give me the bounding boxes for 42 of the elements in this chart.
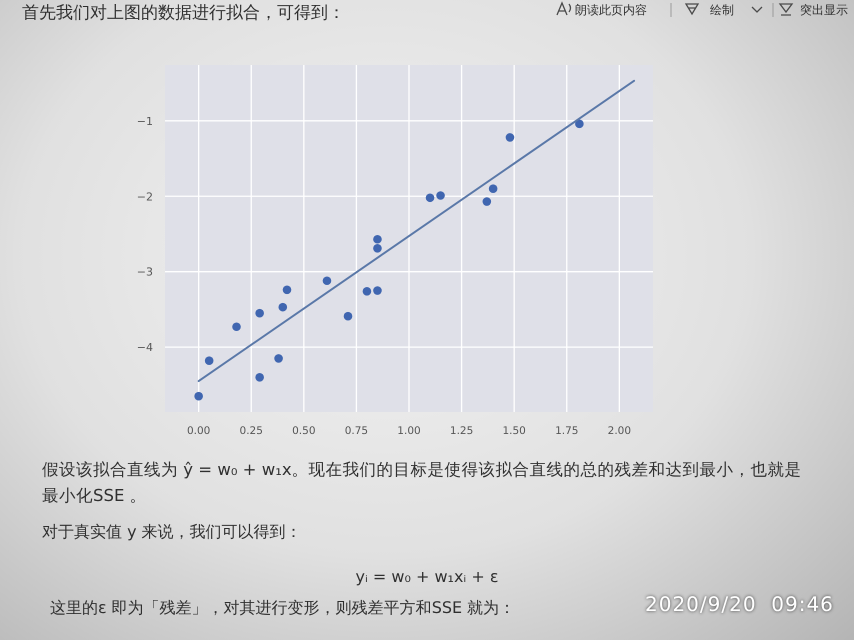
point: [274, 354, 283, 363]
x-tick-label: 0.25: [240, 425, 263, 437]
point: [282, 285, 292, 294]
point: [373, 244, 382, 253]
point: [344, 312, 352, 320]
x-tick-label: 0.75: [344, 425, 368, 437]
text: 朗读此页内容: [575, 2, 647, 19]
point: [373, 286, 382, 295]
text: 首先我们对上图的数据进行拟合，可得到：: [22, 2, 345, 24]
text: yᵢ = w₀ + w₁xᵢ + ε: [355, 566, 499, 588]
y-tick-label: −1: [136, 114, 153, 128]
x-tick-label: 0.50: [292, 425, 316, 437]
point: [232, 322, 241, 332]
x-tick-label: 1.00: [397, 425, 421, 437]
point: [488, 184, 498, 194]
x-tick-label: 1.25: [450, 425, 474, 437]
point: [278, 302, 288, 312]
text: 这里的ε 即为「残差」，对其进行变形，则残差平方和SSE 就为：: [50, 597, 516, 619]
point: [204, 356, 214, 366]
point: [255, 308, 264, 318]
x-tick-label: 1.50: [502, 425, 526, 437]
y-tick-label: −2: [136, 190, 153, 204]
text: 假设该拟合直线为 ŷ = w₀ + w₁x。现在我们的目标是使得该拟合直线的总的残差和达到最小，也就是最小化SSE 。: [42, 459, 803, 507]
text: 2020/9/20 09:46: [645, 592, 834, 616]
text: 突出显示: [800, 2, 848, 19]
point: [322, 276, 332, 286]
point: [436, 191, 445, 200]
point: [362, 287, 372, 296]
point: [194, 392, 203, 400]
point: [373, 234, 382, 244]
text: 对于真实值 y 来说，我们可以得到：: [42, 521, 302, 543]
point: [482, 197, 492, 206]
point: [255, 373, 264, 382]
y-tick-label: −4: [136, 341, 153, 354]
x-tick-label: 0.00: [186, 425, 210, 437]
point: [575, 120, 584, 128]
point: [426, 193, 434, 202]
x-tick-label: 2.00: [608, 425, 632, 437]
y-tick-label: −3: [136, 266, 153, 279]
point: [506, 133, 514, 142]
text: 绘制: [710, 2, 734, 19]
x-tick-label: 1.75: [555, 425, 578, 437]
